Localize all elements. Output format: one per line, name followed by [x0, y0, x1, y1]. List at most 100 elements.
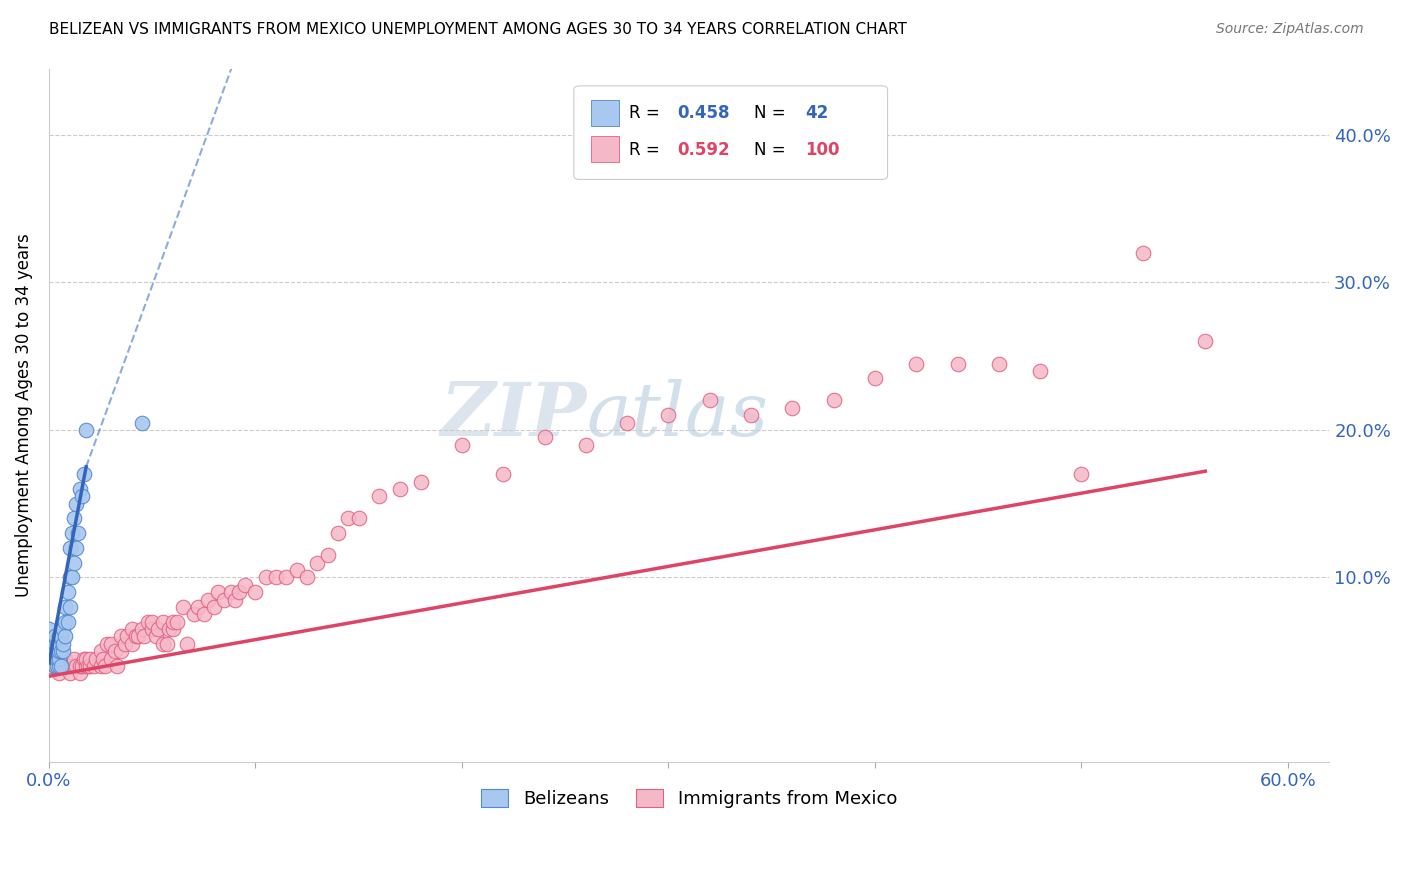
Point — [73, 651, 96, 665]
Point — [141, 615, 163, 629]
Point — [131, 416, 153, 430]
Point — [44, 637, 66, 651]
Point — [52, 637, 75, 651]
Point — [62, 511, 84, 525]
Point — [46, 644, 69, 658]
Point — [48, 651, 70, 665]
Point — [69, 659, 91, 673]
Text: R =: R = — [628, 141, 665, 159]
Point — [65, 659, 87, 673]
Point — [60, 526, 83, 541]
Point — [56, 615, 79, 629]
Point — [55, 615, 77, 629]
Point — [207, 585, 229, 599]
Point — [100, 637, 122, 651]
Point — [46, 659, 69, 673]
Point — [492, 467, 515, 482]
Point — [863, 371, 886, 385]
Point — [96, 637, 118, 651]
Point — [79, 651, 101, 665]
Point — [48, 659, 70, 673]
Point — [56, 585, 79, 599]
Point — [83, 659, 105, 673]
Point — [451, 437, 474, 451]
Point — [77, 659, 100, 673]
Point — [233, 578, 256, 592]
Text: N =: N = — [755, 141, 792, 159]
Point — [105, 659, 128, 673]
Point — [823, 393, 845, 408]
Text: 42: 42 — [806, 103, 830, 122]
Point — [75, 659, 97, 673]
Point — [70, 489, 93, 503]
Point — [409, 475, 432, 489]
Point — [51, 644, 73, 658]
Point — [55, 651, 77, 665]
Point — [62, 659, 84, 673]
Point — [176, 637, 198, 651]
Point — [285, 563, 308, 577]
Point — [121, 622, 143, 636]
Point — [699, 393, 721, 408]
Point — [162, 622, 184, 636]
Point — [52, 622, 75, 636]
Point — [946, 357, 969, 371]
FancyBboxPatch shape — [591, 136, 619, 162]
Point — [264, 570, 287, 584]
Point — [48, 629, 70, 643]
Point — [214, 592, 236, 607]
Point — [110, 644, 132, 658]
Point — [65, 541, 87, 555]
Point — [46, 637, 69, 651]
Text: N =: N = — [755, 103, 792, 122]
Point — [51, 659, 73, 673]
Point — [59, 570, 82, 584]
Point — [59, 541, 82, 555]
Text: ZIP: ZIP — [440, 379, 586, 451]
Point — [90, 644, 112, 658]
Text: R =: R = — [628, 103, 665, 122]
Point — [46, 651, 69, 665]
Point — [905, 357, 928, 371]
Point — [91, 651, 114, 665]
Point — [183, 607, 205, 622]
Point — [100, 651, 122, 665]
Point — [219, 585, 242, 599]
Point — [65, 497, 87, 511]
Point — [69, 666, 91, 681]
Text: 0.458: 0.458 — [678, 103, 730, 122]
Point — [157, 622, 180, 636]
Point — [740, 408, 762, 422]
Point — [127, 629, 149, 643]
Point — [59, 599, 82, 614]
Point — [276, 570, 298, 584]
Point — [38, 637, 60, 651]
Point — [73, 467, 96, 482]
Point — [245, 585, 267, 599]
Point — [59, 659, 82, 673]
Point — [156, 637, 179, 651]
Point — [104, 644, 127, 658]
Point — [616, 416, 638, 430]
Point — [56, 659, 79, 673]
Text: BELIZEAN VS IMMIGRANTS FROM MEXICO UNEMPLOYMENT AMONG AGES 30 TO 34 YEARS CORREL: BELIZEAN VS IMMIGRANTS FROM MEXICO UNEMP… — [49, 22, 907, 37]
Point — [62, 651, 84, 665]
Point — [86, 651, 108, 665]
Point — [125, 629, 148, 643]
FancyBboxPatch shape — [574, 86, 887, 179]
Point — [75, 651, 97, 665]
Point — [347, 511, 370, 525]
Y-axis label: Unemployment Among Ages 30 to 34 years: Unemployment Among Ages 30 to 34 years — [15, 234, 32, 597]
Point — [202, 599, 225, 614]
Point — [254, 570, 277, 584]
Point — [55, 659, 77, 673]
Text: Source: ZipAtlas.com: Source: ZipAtlas.com — [1216, 22, 1364, 37]
Point — [307, 556, 329, 570]
Point — [148, 622, 170, 636]
Point — [162, 615, 184, 629]
Point — [90, 659, 112, 673]
Point — [1194, 334, 1216, 349]
Point — [69, 482, 91, 496]
Point — [141, 622, 163, 636]
Point — [132, 629, 155, 643]
